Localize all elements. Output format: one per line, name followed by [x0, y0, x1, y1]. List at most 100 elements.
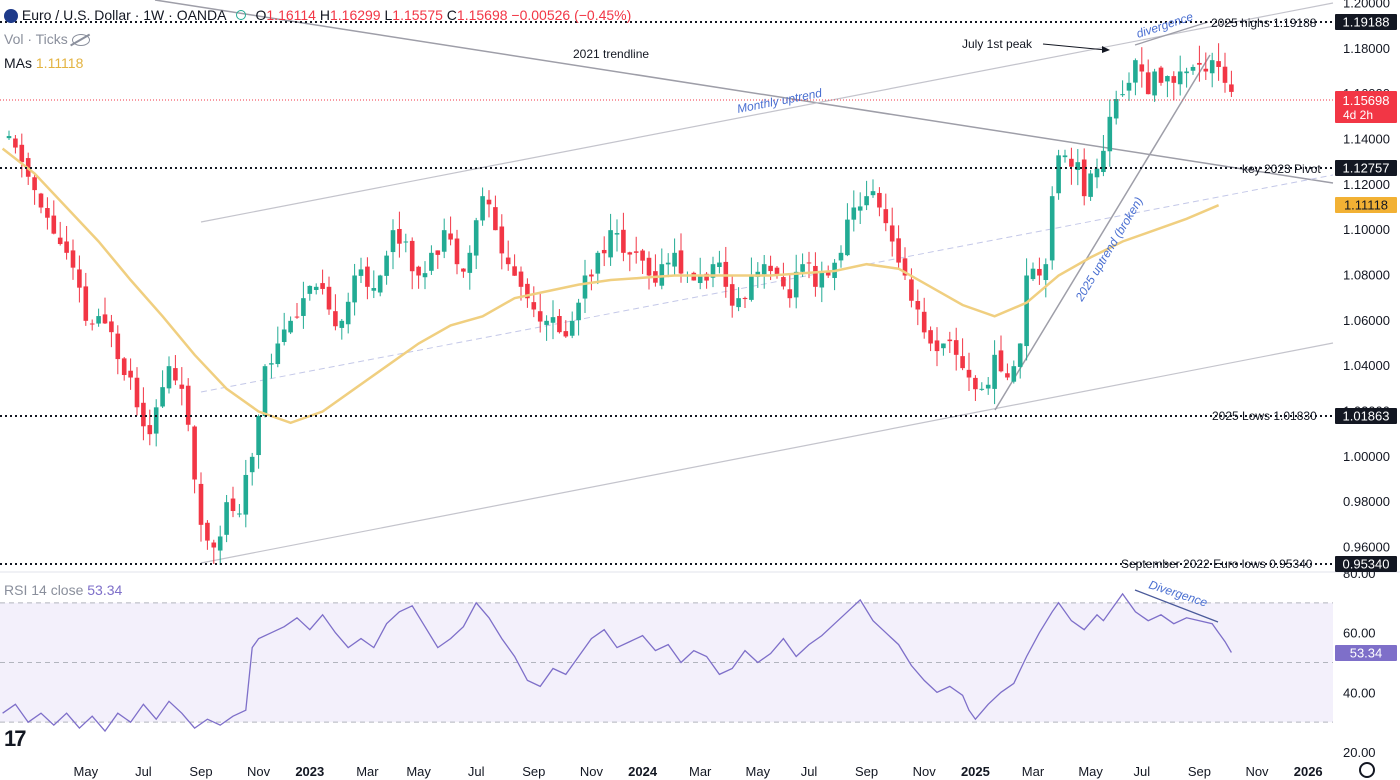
candle-body [358, 269, 364, 276]
dot-icon [235, 10, 246, 20]
candle-body [166, 366, 172, 389]
candle-body [147, 425, 153, 435]
candle-body [141, 402, 146, 427]
monthly-uptrend-label: Monthly uptrend [736, 86, 823, 116]
candle-body [19, 144, 25, 163]
candle-body [192, 426, 197, 480]
candle-body [121, 358, 127, 376]
candle-body [256, 415, 261, 456]
candle-body [793, 271, 799, 298]
uptrend-broken-label: 2025 uptrend (broken) [1072, 195, 1146, 305]
candle-body [38, 193, 44, 208]
candle-body [1011, 366, 1017, 382]
candle-body [326, 286, 332, 310]
candle-body [1120, 94, 1125, 96]
candle-body [269, 363, 274, 365]
y-tick-label: 1.18000 [1343, 41, 1390, 56]
candle-body [429, 252, 434, 271]
candle-body [448, 233, 453, 240]
settings-gear-icon[interactable] [1359, 762, 1375, 778]
candle-body [89, 323, 95, 325]
low-label: L [384, 7, 393, 23]
candle-body [582, 275, 588, 299]
candle-body [416, 266, 421, 276]
price-tag-lows-2022: 0.95340 [1343, 557, 1390, 572]
candle-body [51, 215, 57, 234]
x-tick-label: May [74, 764, 99, 779]
candle-body [211, 542, 217, 548]
candle-body [537, 311, 543, 322]
eye-hidden-icon[interactable] [71, 34, 90, 47]
candle-body [563, 331, 569, 337]
price-tag-current-bg [1335, 91, 1397, 123]
moving-average-line [1, 147, 1220, 425]
x-tick-label: 2023 [295, 764, 324, 779]
candle-body [409, 240, 415, 272]
candle-body [576, 302, 581, 321]
candle-body [275, 343, 281, 365]
candle-body [179, 384, 185, 389]
candle-body [294, 316, 300, 318]
candle-body [1094, 168, 1100, 178]
price-tag-lows-2025: 1.01863 [1343, 409, 1390, 424]
trendlines[interactable] [154, 0, 1334, 564]
channel-lower-line[interactable] [200, 342, 1334, 564]
x-tick-label: Nov [247, 764, 271, 779]
candle-body [134, 377, 140, 408]
price-tag-lows-2025-bg [1335, 408, 1397, 424]
candle-body [435, 250, 441, 255]
candle-body [1165, 76, 1170, 82]
price-tag-highs: 1.19188 [1343, 15, 1390, 30]
price-tag-current: 1.15698 [1343, 93, 1390, 108]
candle-body [1209, 60, 1215, 74]
candle-body [64, 241, 69, 253]
x-tick-label: Mar [689, 764, 712, 779]
header-row: Euro / U.S. Dollar · 1W · OANDA O1.16114… [4, 7, 631, 24]
candle-body [979, 388, 985, 390]
candle-body [345, 301, 351, 325]
candle-body [736, 298, 741, 308]
trendline-2021-label: 2021 trendline [573, 47, 649, 61]
ma-row[interactable]: MAs 1.11118 [4, 55, 83, 71]
uptrend-2025-line[interactable] [994, 54, 1211, 411]
candle-body [992, 354, 997, 389]
candle-body [921, 311, 927, 333]
channel-mid-line[interactable] [200, 174, 1334, 393]
candle-body [467, 252, 473, 273]
divergence-price-line[interactable] [1134, 21, 1209, 46]
candle-body [909, 279, 914, 301]
candle-body [819, 272, 825, 288]
symbol-title[interactable]: Euro / U.S. Dollar · 1W · OANDA [21, 7, 226, 23]
candle-body [128, 370, 133, 378]
x-tick-label: Sep [1188, 764, 1211, 779]
candle-body [998, 350, 1004, 372]
tradingview-logo[interactable]: 17 [4, 726, 27, 751]
candle-body [749, 275, 754, 300]
candle-body [1229, 84, 1234, 92]
candle-body [83, 286, 89, 321]
candle-body [1145, 72, 1151, 95]
trendline-2021[interactable] [154, 0, 1334, 184]
candle-body [1043, 264, 1049, 281]
candle-body [934, 340, 940, 352]
candle-body [153, 407, 159, 434]
candle-body [787, 289, 793, 299]
candle-body [57, 237, 63, 245]
candle-body [160, 387, 165, 407]
price-tag-lows-2022-bg [1335, 556, 1397, 572]
y-tick-label: 1.14000 [1343, 132, 1390, 147]
x-tick-label: Jul [801, 764, 818, 779]
candle-body [710, 264, 716, 278]
candle-body [838, 252, 844, 261]
candle-body [525, 283, 530, 299]
candle-body [1024, 275, 1029, 347]
rsi-row[interactable]: RSI 14 close 53.34 [4, 582, 122, 598]
volume-row[interactable]: Vol · Ticks [4, 31, 90, 47]
channel-upper-line[interactable] [200, 2, 1334, 223]
ma-label: MAs [4, 55, 32, 71]
candle-body [627, 252, 633, 255]
candle-body [333, 311, 338, 327]
x-tick-label: Jul [1133, 764, 1150, 779]
candles-layer [6, 43, 1234, 565]
